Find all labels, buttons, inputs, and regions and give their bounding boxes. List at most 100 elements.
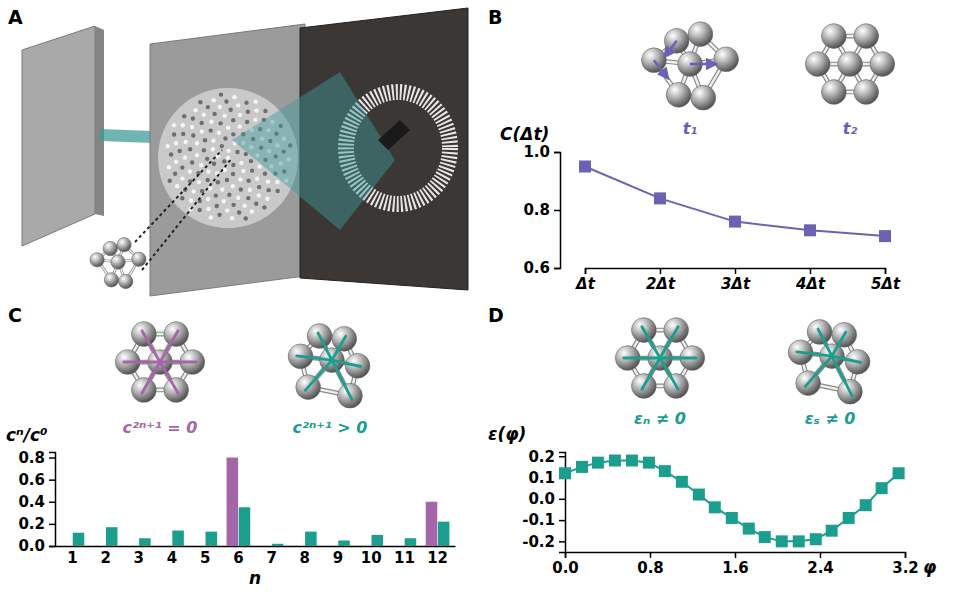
speckle-dot [198,100,202,104]
speckle-dot [200,129,204,133]
tick-mark [810,268,812,274]
speckle-dot [248,188,252,192]
tick-label: Δt [575,275,596,293]
line [585,167,885,237]
speckle-dot [205,178,209,182]
figure: ABCDt₁t₂0.60.81.0Δt2Δt3Δt4Δt5ΔtC(Δt)c²ⁿ⁺… [0,0,969,592]
y-axis: 0.00.20.40.60.8 [18,449,55,555]
bar [359,546,371,547]
spoke [142,331,160,362]
panel-c-illustration [115,322,370,408]
speckle-dot [263,109,267,113]
atom [104,273,118,287]
y-axis: -0.2-0.10.00.10.2 [522,448,565,553]
tick: 0.0 [528,490,565,508]
speckle-dot [198,208,202,212]
marker [609,455,621,467]
atom [838,52,863,77]
speckle-dot [237,210,241,214]
annotation: εₙ ≠ 0 [634,409,686,428]
bar [338,540,350,546]
speckle-dot [266,179,270,183]
speckle-dot [165,144,169,148]
speckle-dot [246,179,250,183]
speckle-dot [168,179,172,183]
tick-label: -0.2 [522,533,555,551]
marker [709,501,721,513]
panel-b-illustration [642,22,895,110]
axis-line [49,453,56,547]
atom [90,253,104,267]
speckle-dot [206,197,210,201]
tick: 1 [67,546,77,567]
atom [103,241,117,255]
marker [693,489,705,501]
speckle-dot [244,100,248,104]
tick: 0.8 [523,201,560,219]
tick: 0.8 [18,449,55,467]
spoke [797,352,832,356]
speckle-dot [178,149,182,153]
tick-mark [905,552,907,558]
speckle-dot [236,103,240,107]
speckle-dot [169,152,173,156]
speckle-dot [255,177,259,181]
speckle-dot [206,105,210,109]
series-label: c²ⁿ⁺¹ = 0 [123,418,198,437]
panel-a-illustration [22,8,468,296]
tick-mark [660,268,662,274]
tick-label: 0.2 [528,448,555,466]
speckle-dot [250,209,254,213]
speckle-dot [220,144,224,148]
tick-label: 10 [361,549,382,567]
speckle-dot [199,163,203,167]
bar [239,507,251,546]
speckle-dot [228,108,232,112]
tick: 0.6 [523,259,560,277]
tick-label: 3Δt [721,275,751,293]
speckle-dot [173,172,177,176]
tick-label: 5 [200,549,210,567]
speckle-dot [205,157,209,161]
atom [119,274,133,288]
spoke [142,362,160,393]
marker [729,216,741,228]
bar [61,546,73,547]
tick-mark [49,457,55,459]
bar [172,531,184,546]
tick: 1.0 [523,143,560,161]
atom [111,255,125,269]
bar [305,532,317,546]
marker [726,512,738,524]
bar-series [227,458,438,546]
speckle-dot [250,168,254,172]
speckle-dot [212,162,216,166]
zoom-line [142,158,232,270]
marker [659,465,671,477]
speckle-dot [230,216,234,220]
spoke [297,356,332,360]
atom [117,238,131,252]
y-axis-title: C(Δt) [500,124,549,144]
cluster [788,320,870,404]
speckle-dot [225,178,229,182]
tick: 0.2 [18,515,55,533]
cluster [90,238,146,289]
tick-label: 0.8 [18,449,45,467]
speckle-dot [174,160,178,164]
speckle-dot [225,208,229,212]
tick-label: 5Δt [871,275,901,293]
bar [206,532,218,546]
tick: 11 [394,546,415,567]
tick: -0.1 [522,511,565,529]
spoke [660,358,678,389]
atom [666,82,691,107]
speckle-dot [215,204,219,208]
spoke [642,327,660,358]
tick-label: 0.2 [18,515,45,533]
tick: 3.2 [892,552,919,577]
series-label: c²ⁿ⁺¹ > 0 [293,418,368,437]
marker [743,523,755,535]
speckle-dot [265,197,269,201]
spoke [805,356,832,386]
